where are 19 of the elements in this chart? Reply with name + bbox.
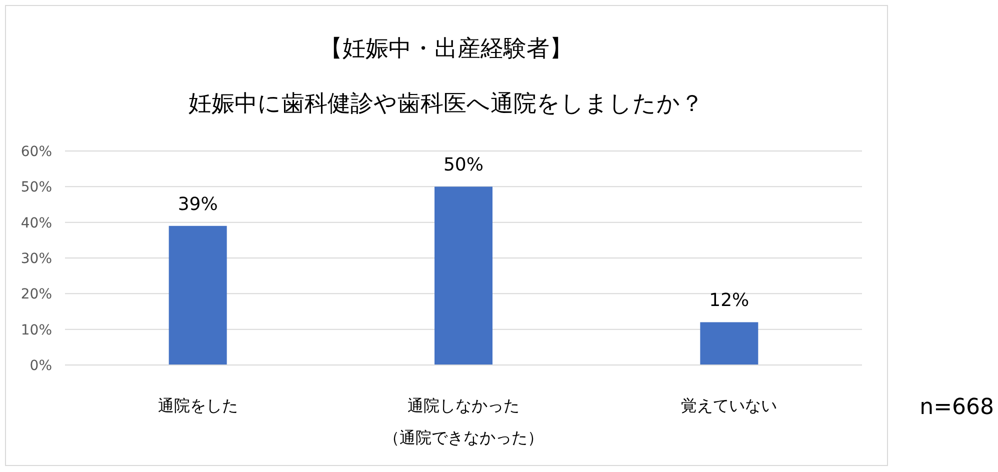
- y-tick-label: 30%: [20, 251, 52, 267]
- bar: [434, 186, 492, 365]
- y-tick-label: 0%: [30, 358, 52, 374]
- chart-subtitle: 妊娠中に歯科健診や歯科医へ通院をしましたか？: [188, 91, 704, 117]
- data-label: 12%: [709, 290, 750, 312]
- data-label: 39%: [178, 194, 218, 215]
- y-tick-label: 10%: [20, 322, 52, 338]
- bar: [700, 322, 758, 365]
- y-tick-label: 20%: [20, 286, 52, 303]
- chart-title: 【妊娠中・出産経験者】: [320, 36, 572, 62]
- data-label: 50%: [443, 154, 484, 176]
- y-tick-label: 40%: [20, 215, 52, 232]
- x-tick-label: 通院をした: [158, 396, 238, 415]
- bar: [168, 226, 227, 365]
- y-tick-label: 50%: [20, 180, 52, 196]
- y-tick-label: 60%: [20, 144, 52, 160]
- x-tick-label: 覚えていない: [681, 396, 778, 415]
- text: n=668: [920, 395, 994, 420]
- x-tick-label: 通院しなかった（通院できなかった）: [384, 396, 544, 447]
